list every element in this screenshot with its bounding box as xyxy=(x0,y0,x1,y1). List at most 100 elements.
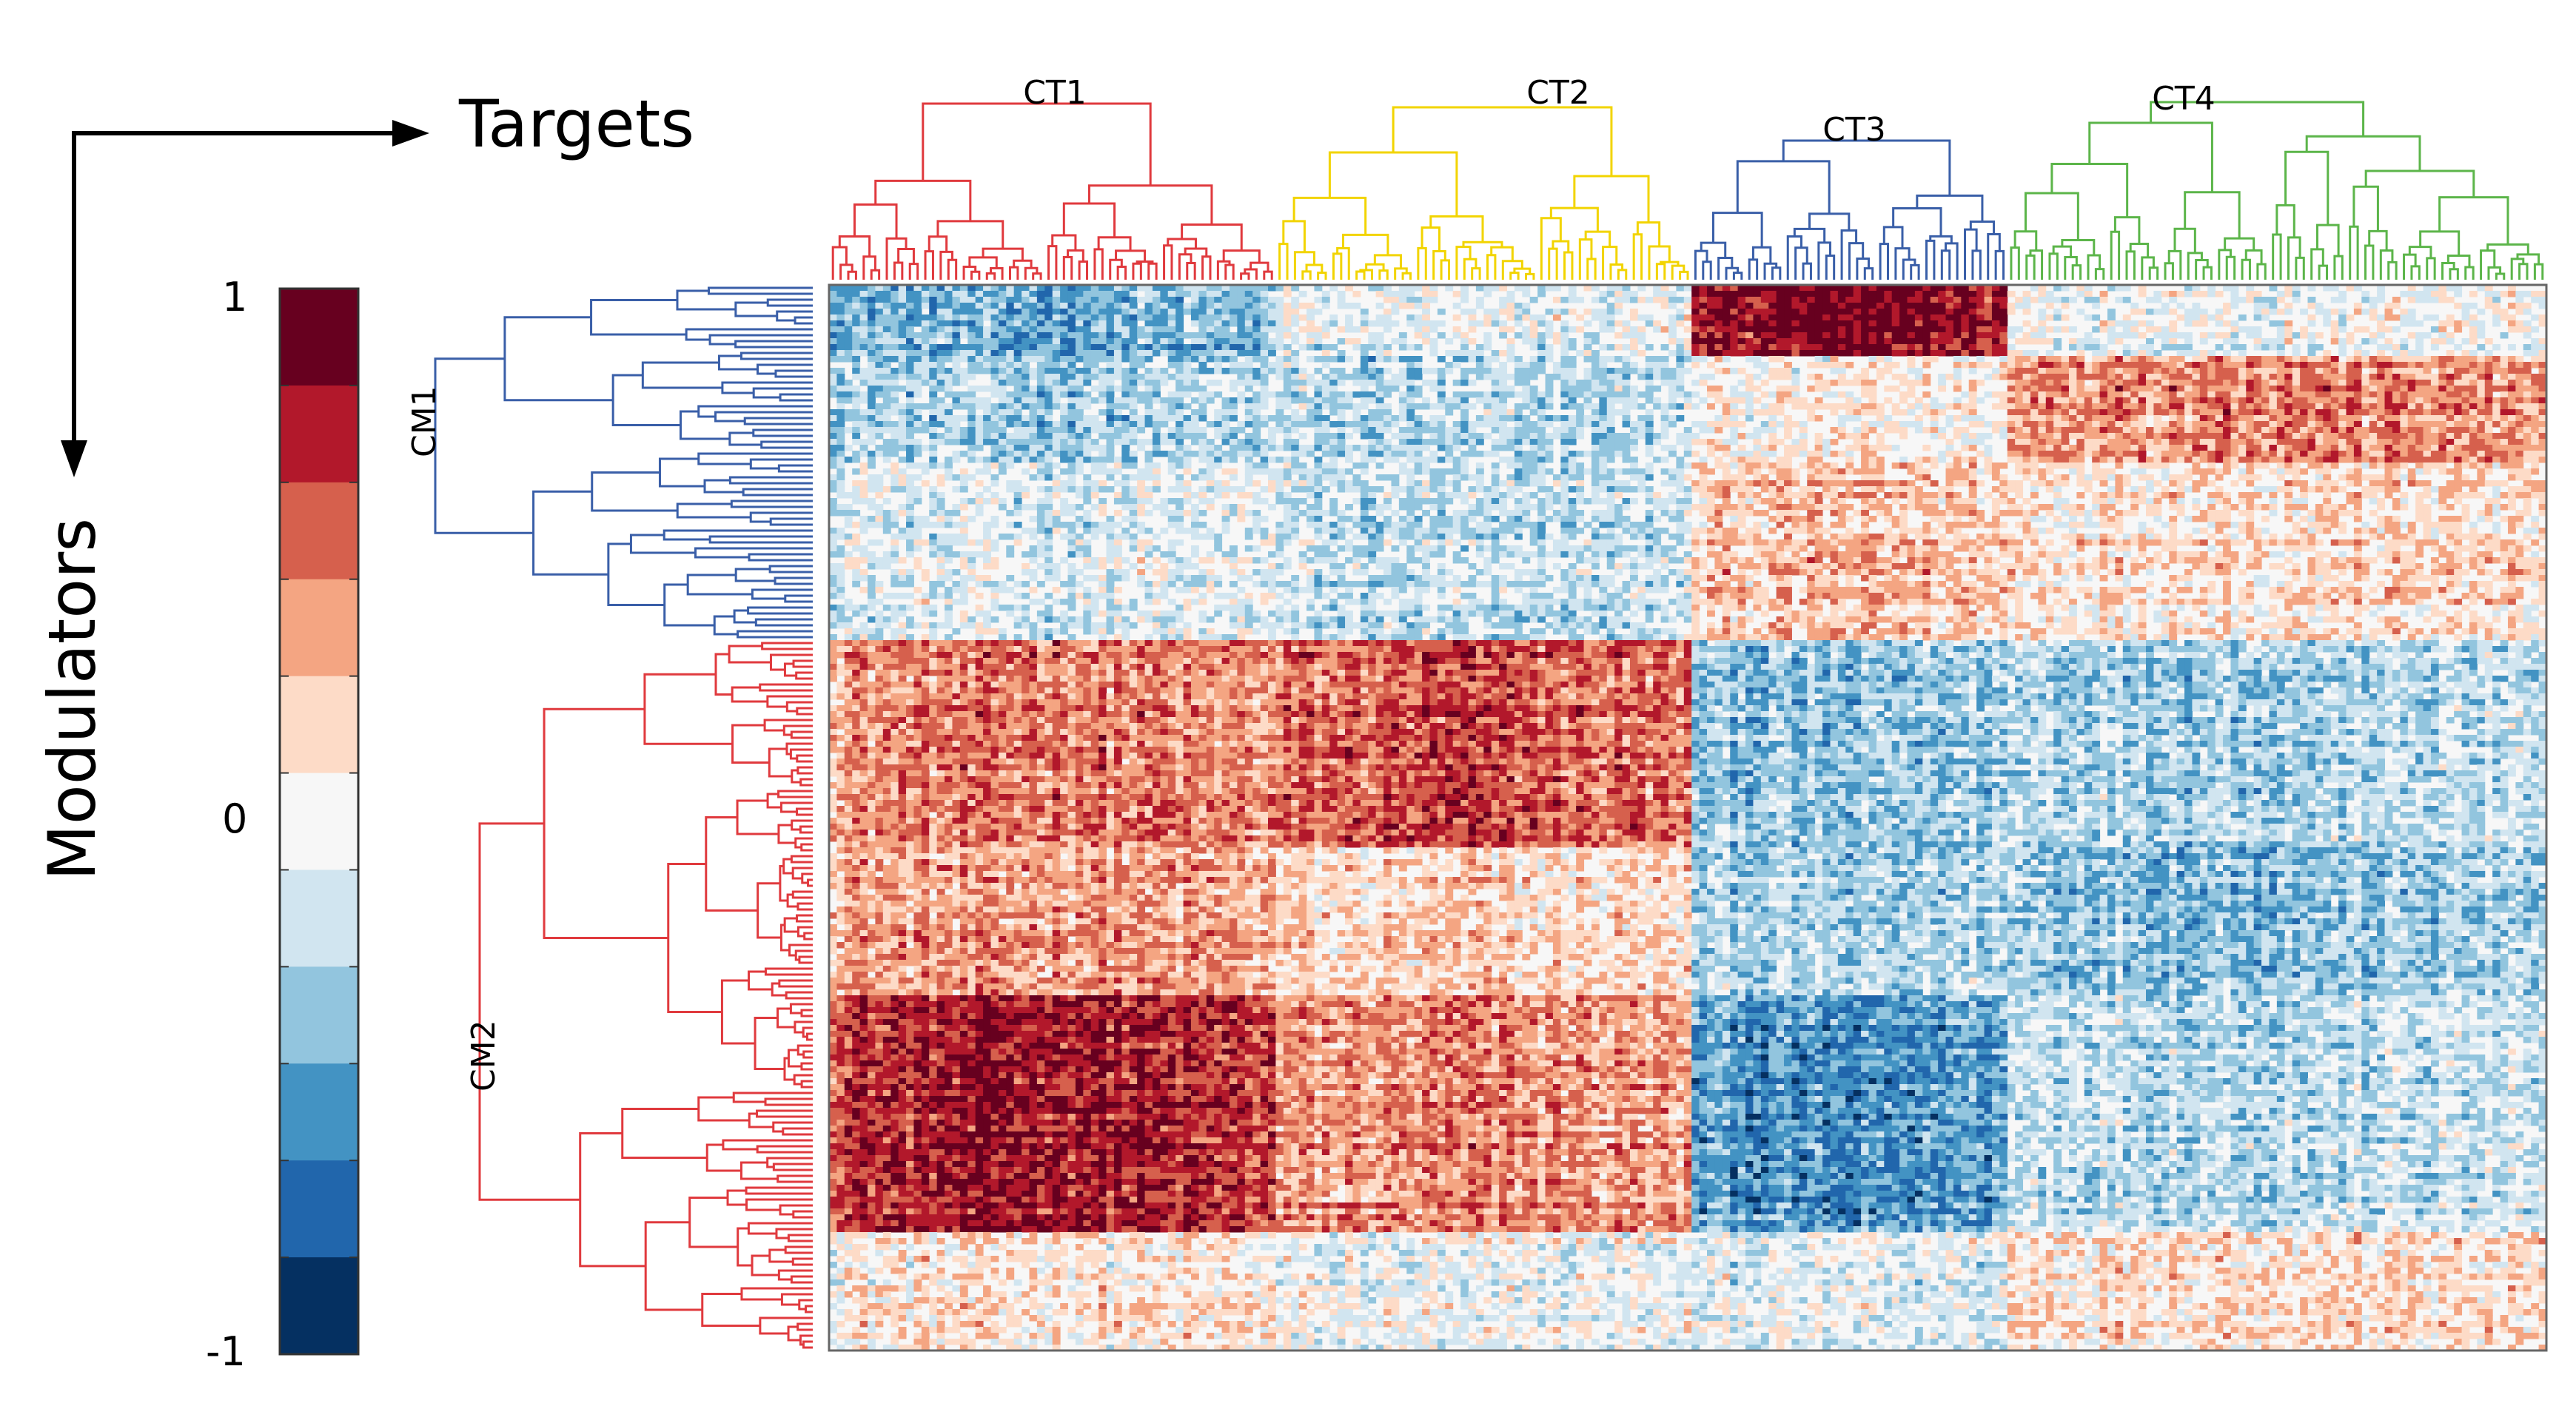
colorbar xyxy=(280,289,358,1355)
heatmap-cell xyxy=(2084,291,2093,297)
heatmap-cell xyxy=(2153,291,2161,297)
heatmap-cell xyxy=(937,303,945,309)
heatmap-cell xyxy=(1969,297,1977,303)
column-dendrogram-link xyxy=(2027,255,2034,280)
row-dendrogram-link xyxy=(795,317,813,323)
row-dendrogram-link xyxy=(751,513,813,522)
heatmap-cell xyxy=(1137,297,1145,303)
row-dendrogram-link xyxy=(794,1211,813,1217)
heatmap-cell xyxy=(1668,297,1677,303)
heatmap-cell xyxy=(1861,291,1869,297)
heatmap-cell xyxy=(2100,291,2108,297)
column-dendrogram-link xyxy=(2258,264,2265,280)
heatmap-cell xyxy=(945,303,953,309)
column-dendrogram-link xyxy=(941,252,953,280)
heatmap-cell xyxy=(1207,291,1215,297)
row-dendrogram-link xyxy=(780,394,813,400)
heatmap-cell xyxy=(2531,297,2539,303)
row-dendrogram-link xyxy=(794,1075,813,1084)
row-dendrogram-link xyxy=(736,341,813,347)
heatmap-cell xyxy=(2361,291,2369,297)
heatmap-cell xyxy=(2200,291,2208,297)
heatmap-cell xyxy=(1700,297,1708,303)
row-dendrogram-link xyxy=(800,1336,813,1345)
row-dendrogram-link xyxy=(749,554,813,560)
heatmap-cell xyxy=(1014,291,1022,297)
row-dendrogram-link xyxy=(785,596,813,602)
heatmap-cell xyxy=(2515,291,2523,297)
heatmap-cell xyxy=(999,297,1007,303)
heatmap-cell xyxy=(945,291,953,297)
heatmap-cell xyxy=(1738,297,1746,303)
row-dendrogram-link xyxy=(665,585,715,625)
heatmap-cell xyxy=(2531,291,2539,297)
column-dendrogram-link xyxy=(2073,266,2080,280)
column-dendrogram-link xyxy=(1280,244,1287,280)
heatmap-cell xyxy=(2431,291,2439,297)
heatmap-cell xyxy=(2192,291,2200,297)
heatmap-cell xyxy=(937,297,945,303)
row-dendrogram-link xyxy=(788,1235,813,1241)
row-dendrogram-link xyxy=(752,590,813,599)
heatmap-cell xyxy=(2338,297,2347,303)
heatmap-cell xyxy=(1761,291,1769,297)
heatmap-cell xyxy=(1275,297,1284,303)
row-dendrogram-link xyxy=(779,465,813,471)
row-dendrogram-link xyxy=(762,442,813,448)
row-dendrogram-link xyxy=(791,1276,813,1282)
row-dendrogram-link xyxy=(797,809,813,815)
heatmap-cell xyxy=(1083,291,1091,297)
heatmap-cell xyxy=(952,303,960,309)
column-dendrogram-link xyxy=(2421,232,2459,256)
row-dendrogram-link xyxy=(796,673,813,679)
heatmap-cell xyxy=(1207,297,1215,303)
heatmap-cell xyxy=(990,297,999,303)
heatmap-cell xyxy=(1845,291,1854,297)
heatmap-cell xyxy=(1830,297,1838,303)
column-dendrogram-link xyxy=(2296,258,2304,280)
row-dendrogram-link xyxy=(580,1134,645,1266)
heatmap-cell xyxy=(829,303,837,309)
heatmap-cell xyxy=(1383,291,1392,297)
heatmap-cell xyxy=(1953,297,1962,303)
heatmap-cell xyxy=(1114,297,1122,303)
row-dendrogram-link xyxy=(746,1188,813,1194)
column-dendrogram-link xyxy=(2286,152,2328,225)
heatmap-cell xyxy=(1985,297,1993,303)
row-dendrogram-link xyxy=(760,684,813,690)
column-dendrogram-link xyxy=(1894,209,1941,237)
heatmap-cell xyxy=(1261,291,1269,297)
row-dendrogram-link xyxy=(788,1050,801,1066)
heatmap-cell xyxy=(2515,297,2523,303)
row-dendrogram-link xyxy=(664,531,813,539)
row-dendrogram-link xyxy=(798,904,813,909)
row-dendrogram-link xyxy=(778,1009,795,1027)
heatmap-cell xyxy=(1476,297,1484,303)
row-dendrogram xyxy=(435,288,813,1348)
heatmap-cell xyxy=(2238,297,2247,303)
heatmap-cell xyxy=(2254,291,2262,297)
row-dendrogram-link xyxy=(757,1146,813,1152)
heatmap-cell xyxy=(1630,297,1638,303)
heatmap-cell xyxy=(1053,291,1061,297)
row-dendrogram-link xyxy=(791,856,813,862)
heatmap-cell xyxy=(945,297,953,303)
heatmap-cell xyxy=(2292,297,2301,303)
column-dendrogram-link xyxy=(2535,264,2542,280)
heatmap-cell xyxy=(2331,297,2339,303)
row-dendrogram-link xyxy=(784,726,813,735)
column-dendrogram-link xyxy=(2050,254,2057,280)
heatmap-cell xyxy=(2284,291,2292,297)
row-dendrogram-link xyxy=(796,838,813,847)
heatmap-cell xyxy=(1745,291,1754,297)
heatmap-cell xyxy=(1091,291,1099,297)
row-dendrogram-link xyxy=(783,1128,813,1134)
row-dendrogram-link xyxy=(807,1034,813,1040)
colorbar-segment xyxy=(280,386,358,483)
column-dendrogram-link xyxy=(1553,241,1569,252)
heatmap-cell xyxy=(1861,297,1869,303)
row-dendrogram-link xyxy=(741,1163,777,1179)
colorbar-tick-label-max: 1 xyxy=(222,274,247,320)
row-dendrogram-link xyxy=(805,933,813,939)
row-dendrogram-link xyxy=(534,491,608,574)
